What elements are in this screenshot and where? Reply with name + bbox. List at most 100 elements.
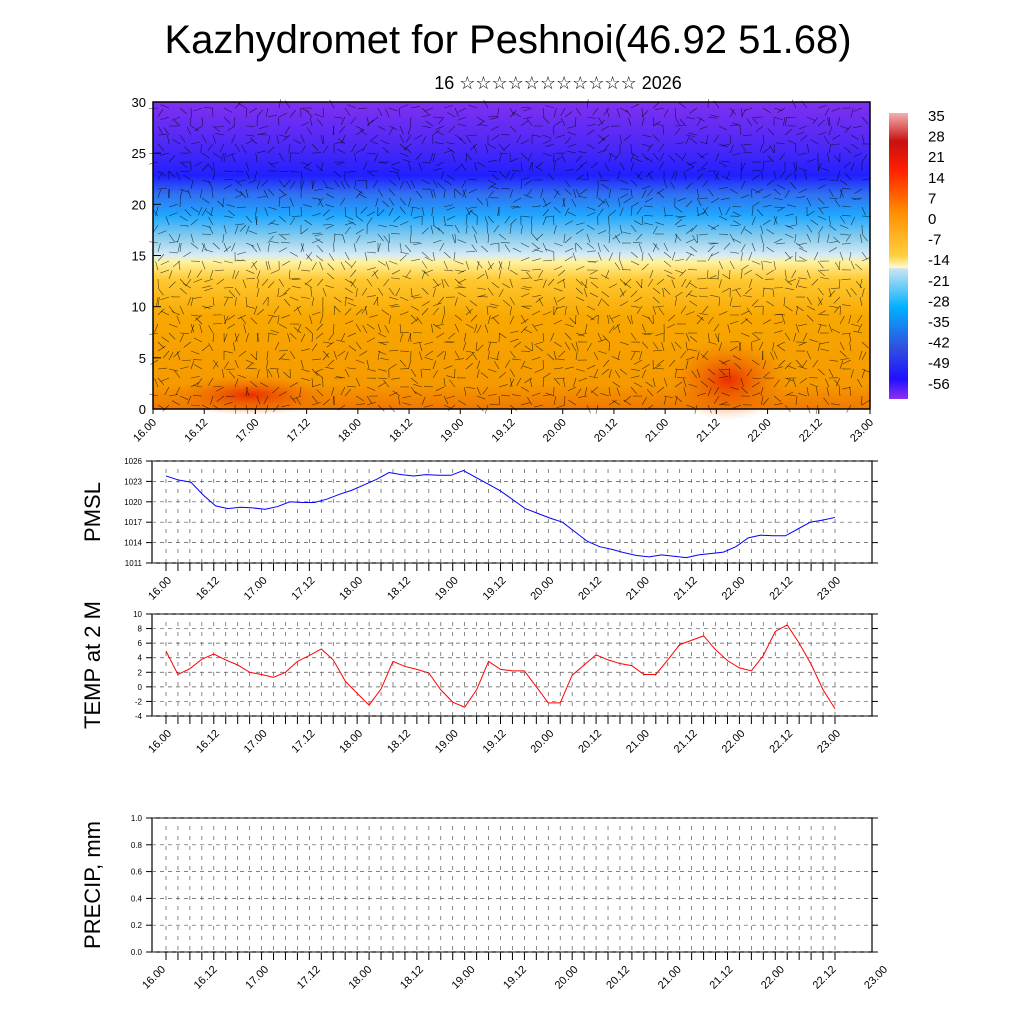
wind-barb <box>751 201 760 208</box>
wind-barb <box>418 162 423 172</box>
wind-barb <box>336 376 346 379</box>
wind-barb <box>850 197 860 200</box>
wind-barb <box>161 336 170 343</box>
wind-barb <box>311 297 315 307</box>
wind-barb <box>553 350 557 360</box>
wind-barb <box>740 109 747 118</box>
wind-barb <box>446 215 456 221</box>
wind-barb <box>344 368 350 378</box>
wind-barb <box>476 324 482 334</box>
wind-barb <box>542 116 550 124</box>
wind-barb <box>183 283 192 289</box>
wind-barb <box>680 350 687 359</box>
wind-barb <box>817 162 822 172</box>
wind-barb <box>776 341 786 347</box>
wind-barb <box>630 188 633 198</box>
y-tick-label: -4 <box>135 712 143 721</box>
wind-barb <box>443 305 446 315</box>
wind-barb <box>449 379 456 388</box>
wind-barb <box>762 287 772 290</box>
wind-barb <box>443 215 446 225</box>
wind-barb <box>524 179 533 186</box>
wind-barb <box>344 260 353 268</box>
wind-barb <box>722 274 731 280</box>
wind-barb <box>512 206 522 209</box>
wind-barb <box>435 161 445 167</box>
wind-barb <box>487 351 490 361</box>
wind-barb <box>578 151 588 154</box>
wind-barb <box>267 314 277 317</box>
wind-barb <box>463 332 467 342</box>
wind-barb <box>223 107 233 113</box>
wind-barb <box>696 211 706 217</box>
wind-barb <box>410 377 419 384</box>
wind-barb <box>839 125 849 130</box>
wind-barb <box>410 294 420 298</box>
wind-barb <box>762 204 772 208</box>
wind-barb <box>850 287 857 296</box>
wind-barb <box>542 202 551 208</box>
wind-barb <box>655 222 665 226</box>
wind-barb <box>353 243 357 253</box>
wind-barb <box>340 386 346 396</box>
wind-barb <box>216 278 225 285</box>
wind-barb <box>762 193 772 199</box>
wind-barb <box>729 346 738 352</box>
wind-barb <box>175 386 181 396</box>
wind-barb <box>366 119 374 127</box>
wind-barb <box>157 254 165 262</box>
wind-barb <box>410 207 414 217</box>
wind-barb <box>623 399 632 406</box>
wind-barb <box>408 359 412 369</box>
wind-barb <box>388 126 394 136</box>
wind-barb <box>608 209 617 217</box>
wind-barb <box>608 341 610 352</box>
wind-barb <box>690 224 698 232</box>
wind-barb <box>834 379 841 388</box>
wind-barb <box>601 134 610 141</box>
wind-barb <box>729 144 734 154</box>
wind-barb <box>350 278 357 287</box>
wind-barb <box>586 233 591 243</box>
wind-barb <box>245 225 250 235</box>
wind-barb <box>859 297 863 307</box>
wind-barb <box>398 108 401 118</box>
wind-barb <box>553 188 561 196</box>
wind-barb <box>547 173 555 181</box>
wind-barb <box>732 238 742 244</box>
wind-barb <box>839 350 847 358</box>
wind-barb <box>767 128 775 136</box>
wind-barb <box>179 395 189 400</box>
wind-barb <box>227 125 236 131</box>
wind-barb <box>861 233 868 242</box>
wind-barb <box>842 359 852 365</box>
wind-barb <box>306 251 313 260</box>
wind-barb <box>278 152 284 161</box>
wind-barb <box>633 220 643 226</box>
wind-barb <box>163 350 170 359</box>
wind-barb <box>608 252 613 262</box>
wind-barb <box>619 368 628 375</box>
wind-barb <box>750 189 753 199</box>
wind-barb <box>696 316 704 325</box>
wind-barb <box>339 125 346 134</box>
wind-barb <box>509 296 515 305</box>
wind-barb <box>773 321 783 325</box>
wind-barb <box>183 174 192 181</box>
wind-barb <box>344 226 351 235</box>
wind-barb <box>300 228 309 235</box>
wind-barb <box>454 323 460 333</box>
wind-barb <box>798 152 808 156</box>
wind-barb <box>652 305 656 315</box>
wind-barb <box>223 361 230 370</box>
wind-barb <box>512 358 522 361</box>
wind-barb <box>718 187 728 190</box>
wind-barb <box>619 207 624 217</box>
x-tick-label: 21.00 <box>656 964 684 992</box>
wind-barb <box>784 190 790 199</box>
wind-barb <box>266 369 269 379</box>
wind-barb <box>520 287 530 291</box>
wind-barb <box>369 314 379 318</box>
wind-barb <box>567 143 577 148</box>
wind-barb <box>432 179 439 188</box>
